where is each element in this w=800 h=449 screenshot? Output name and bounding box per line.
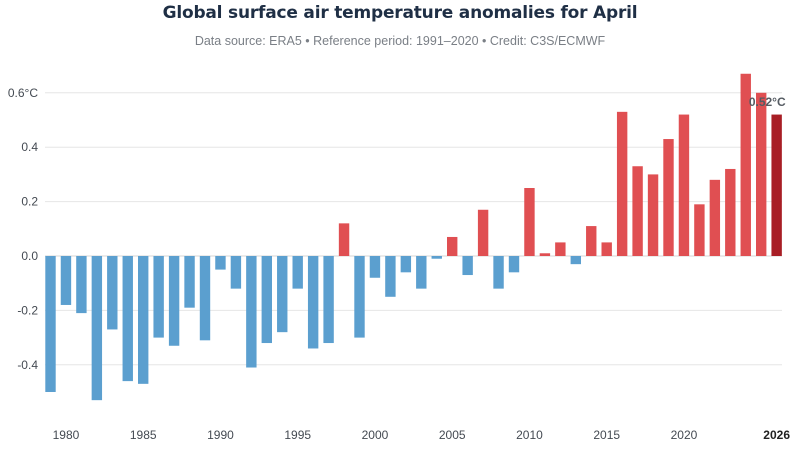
bar[interactable] bbox=[230, 256, 242, 289]
bar[interactable] bbox=[107, 256, 118, 330]
bar[interactable] bbox=[45, 256, 56, 392]
gridlines bbox=[45, 92, 782, 366]
bar[interactable] bbox=[725, 168, 736, 256]
bar[interactable] bbox=[76, 256, 87, 314]
bar[interactable] bbox=[338, 223, 350, 256]
bars bbox=[45, 73, 782, 401]
x-tick-label: 2000 bbox=[362, 428, 389, 442]
y-tick-label: 0.4 bbox=[21, 140, 38, 154]
bar[interactable] bbox=[462, 256, 473, 276]
y-tick-label: 0.2 bbox=[21, 195, 38, 209]
bar[interactable] bbox=[555, 242, 566, 256]
bar[interactable] bbox=[709, 179, 721, 256]
bar[interactable] bbox=[616, 111, 628, 256]
bar[interactable] bbox=[570, 256, 581, 265]
bar[interactable] bbox=[153, 256, 164, 338]
bar[interactable] bbox=[122, 256, 133, 382]
bar[interactable] bbox=[493, 256, 504, 289]
bar[interactable] bbox=[277, 256, 288, 333]
bar[interactable] bbox=[477, 209, 489, 256]
bar[interactable] bbox=[138, 256, 149, 384]
bar[interactable] bbox=[601, 242, 612, 256]
x-tick-label: 2005 bbox=[439, 428, 466, 442]
bar[interactable] bbox=[307, 256, 319, 349]
y-tick-label: -0.4 bbox=[17, 358, 38, 372]
bar[interactable] bbox=[740, 73, 751, 256]
x-tick-label: 1995 bbox=[284, 428, 311, 442]
bar[interactable] bbox=[539, 253, 551, 256]
bar[interactable] bbox=[261, 256, 272, 344]
bar[interactable] bbox=[447, 236, 458, 256]
latest-value-label: 0.52°C bbox=[749, 95, 786, 109]
bar[interactable] bbox=[369, 256, 381, 278]
bar[interactable] bbox=[184, 256, 195, 308]
x-tick-label: 2015 bbox=[593, 428, 620, 442]
y-tick-label: 0.0 bbox=[21, 249, 38, 263]
bar[interactable] bbox=[663, 139, 674, 256]
x-tick-label: 1980 bbox=[53, 428, 80, 442]
bar[interactable] bbox=[246, 256, 257, 368]
bar[interactable] bbox=[215, 256, 226, 270]
bar[interactable] bbox=[385, 256, 396, 297]
x-tick-label: 1990 bbox=[207, 428, 234, 442]
y-axis-ticks: 0.6°C 0.4 0.2 0.0 -0.2 -0.4 bbox=[8, 86, 38, 372]
bar[interactable] bbox=[292, 256, 303, 289]
bar[interactable] bbox=[632, 166, 643, 256]
y-tick-label: 0.6°C bbox=[8, 86, 38, 100]
bar[interactable] bbox=[91, 256, 103, 401]
bar[interactable] bbox=[323, 256, 334, 344]
x-tick-label: 2026 bbox=[763, 428, 790, 442]
bar[interactable] bbox=[771, 114, 782, 256]
bar[interactable] bbox=[168, 256, 180, 346]
bar[interactable] bbox=[524, 188, 535, 256]
bar[interactable] bbox=[354, 256, 365, 338]
bar[interactable] bbox=[694, 204, 705, 256]
bar[interactable] bbox=[431, 256, 442, 259]
bar[interactable] bbox=[416, 256, 427, 289]
bar[interactable] bbox=[400, 256, 412, 273]
chart-title: Global surface air temperature anomalies… bbox=[162, 3, 638, 23]
x-tick-label: 2010 bbox=[516, 428, 543, 442]
x-tick-label: 1985 bbox=[130, 428, 157, 442]
bar[interactable] bbox=[508, 256, 520, 273]
x-axis-ticks: 1980 1985 1990 1995 2000 2005 2010 2015 2020 2026 bbox=[53, 428, 791, 442]
bar[interactable] bbox=[678, 114, 690, 256]
bar[interactable] bbox=[60, 256, 72, 305]
chart-subtitle: Data source: ERA5 • Reference period: 19… bbox=[194, 34, 606, 48]
bar[interactable] bbox=[199, 256, 211, 341]
annotations: 0.52°C bbox=[749, 95, 786, 109]
bar[interactable] bbox=[756, 92, 767, 256]
y-tick-label: -0.2 bbox=[17, 303, 38, 317]
bar[interactable] bbox=[647, 174, 659, 256]
bar[interactable] bbox=[586, 226, 597, 256]
x-tick-label: 2020 bbox=[671, 428, 698, 442]
